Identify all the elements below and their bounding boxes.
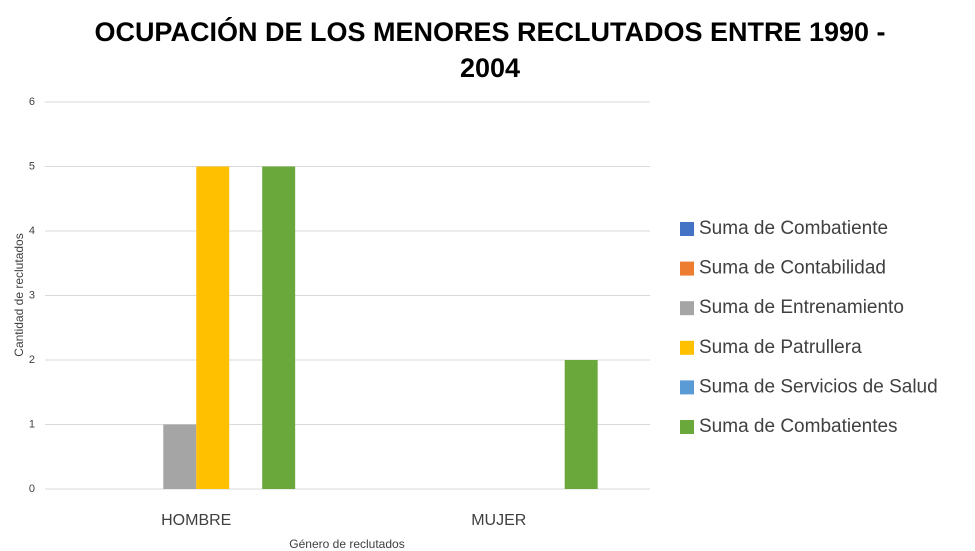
legend-label: Suma de Patrullera (699, 337, 862, 358)
bar (262, 166, 296, 489)
x-tick-label: HOMBRE (161, 512, 231, 529)
legend-label: Suma de Servicios de Salud (699, 376, 938, 397)
legend-swatch (680, 420, 694, 434)
legend-swatch (680, 222, 694, 236)
y-tick-label: 6 (29, 96, 35, 108)
legend-label: Suma de Entrenamiento (699, 297, 904, 318)
y-tick-label: 5 (29, 160, 35, 172)
legend-label: Suma de Combatiente (699, 218, 888, 239)
bar (564, 360, 598, 489)
legend-swatch (680, 301, 694, 316)
y-axis-label: Cantidad de reclutados (12, 233, 26, 356)
y-tick-label: 3 (29, 289, 35, 301)
chart-title: OCUPACIÓN DE LOS MENORES RECLUTADOS ENTR… (94, 17, 886, 83)
y-tick-label: 2 (29, 354, 35, 366)
legend-swatch (680, 340, 694, 355)
legend-swatch (680, 261, 694, 276)
y-tick-label: 0 (29, 483, 35, 495)
bar (196, 166, 230, 489)
legend-label: Suma de Contabilidad (699, 258, 886, 279)
x-tick-label: MUJER (471, 512, 526, 529)
y-tick-label: 4 (29, 225, 35, 237)
y-tick-label: 1 (29, 418, 35, 430)
x-axis-label: Género de reclutados (289, 537, 404, 551)
legend-label: Suma de Combatientes (699, 416, 898, 437)
legend-swatch (680, 380, 694, 395)
bar (163, 424, 197, 489)
